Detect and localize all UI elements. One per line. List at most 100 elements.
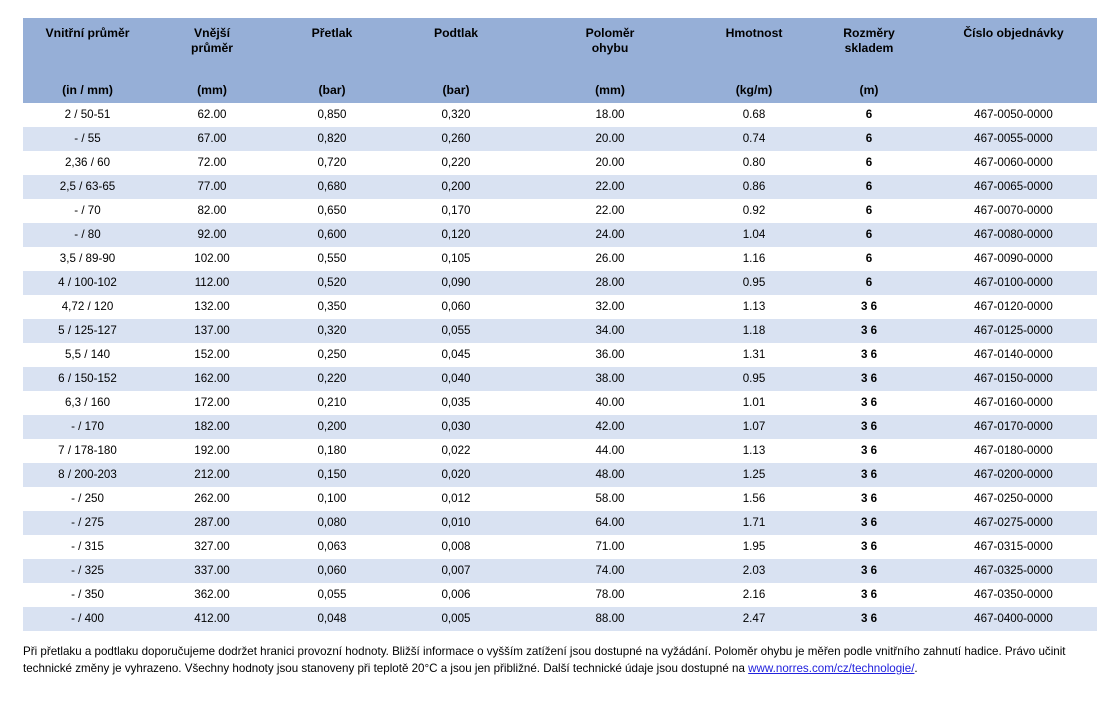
table-cell: 72.00 bbox=[197, 156, 227, 170]
table-cell: 0,180 bbox=[317, 444, 347, 458]
table-cell: 3 6 bbox=[808, 415, 930, 439]
column-title: Přetlak bbox=[311, 26, 353, 40]
column-unit: (in / mm) bbox=[62, 83, 113, 97]
table-cell: 88.00 bbox=[520, 607, 700, 631]
table-row: 3,5 / 89-90 102.00 0,550 0,105 26.00 1.16 6 467… bbox=[23, 247, 1097, 271]
table-cell: 1.95 bbox=[742, 540, 766, 554]
table-cell: 3 6 bbox=[808, 319, 930, 343]
table-row: 4 / 100-102 112.00 0,520 0,090 28.00 0.95 6 467… bbox=[23, 271, 1097, 295]
table-cell: 2.16 bbox=[742, 588, 766, 602]
table-cell: 362.00 bbox=[194, 588, 230, 602]
table-cell: 3 6 bbox=[808, 607, 930, 631]
footer-text: Při přetlaku a podtlaku doporučujeme dod… bbox=[23, 645, 1066, 676]
table-cell: - / 80 bbox=[23, 223, 152, 247]
table-cell: 8 / 200-203 bbox=[23, 463, 152, 487]
table-cell: 3 6 bbox=[808, 511, 930, 535]
table-cell: 6 bbox=[865, 156, 873, 170]
table-cell: 6 bbox=[865, 204, 873, 218]
footer-suffix: . bbox=[914, 662, 918, 676]
table-cell: 467-0250-0000 bbox=[974, 492, 1053, 506]
table-cell: 0.95 bbox=[700, 271, 808, 295]
table-row: - / 350 362.00 0,055 0,006 78.00 2.16 3 6 467-0… bbox=[23, 583, 1097, 607]
table-cell: 77.00 bbox=[152, 175, 272, 199]
table-cell: 22.00 bbox=[595, 204, 625, 218]
table-cell: 3 6 bbox=[808, 559, 930, 583]
table-cell: 0.86 bbox=[700, 175, 808, 199]
table-cell: 467-0050-0000 bbox=[974, 108, 1053, 122]
table-cell: 0,012 bbox=[441, 492, 471, 506]
table-cell: 71.00 bbox=[595, 540, 625, 554]
table-cell: 467-0060-0000 bbox=[974, 156, 1053, 170]
product-spec-table: Vnitřní průměr (in / mm) Vnější průměr (… bbox=[23, 18, 1097, 631]
column-unit: (kg/m) bbox=[735, 83, 773, 97]
technology-link[interactable]: www.norres.com/cz/technologie/ bbox=[748, 662, 915, 676]
column-title: Číslo objednávky bbox=[963, 26, 1064, 40]
table-cell: 467-0080-0000 bbox=[930, 223, 1097, 247]
table-cell: 44.00 bbox=[595, 444, 625, 458]
table-cell: 0,105 bbox=[441, 252, 471, 266]
table-cell: 0,035 bbox=[441, 396, 471, 410]
table-cell: 467-0150-0000 bbox=[930, 367, 1097, 391]
table-cell: 92.00 bbox=[152, 223, 272, 247]
table-cell: 5 / 125-127 bbox=[23, 319, 152, 343]
table-cell: 467-0350-0000 bbox=[974, 588, 1053, 602]
table-row: - / 315 327.00 0,063 0,008 71.00 1.95 3 6 467-0… bbox=[23, 535, 1097, 559]
table-cell: 467-0170-0000 bbox=[930, 415, 1097, 439]
table-cell: 467-0200-0000 bbox=[930, 463, 1097, 487]
table-row: 2,5 / 63-65 77.00 0,680 0,200 22.00 0.86 6 467-… bbox=[23, 175, 1097, 199]
table-cell: 0,680 bbox=[272, 175, 392, 199]
table-cell: 6 bbox=[808, 271, 930, 295]
table-header: Vnitřní průměr (in / mm) Vnější průměr (… bbox=[23, 18, 1097, 103]
table-cell: 48.00 bbox=[520, 463, 700, 487]
table-cell: 467-0400-0000 bbox=[930, 607, 1097, 631]
table-cell: 0,006 bbox=[441, 588, 471, 602]
table-cell: 182.00 bbox=[152, 415, 272, 439]
table-cell: 3 6 bbox=[860, 396, 878, 410]
table-cell: 1.01 bbox=[742, 396, 766, 410]
table-cell: 467-0120-0000 bbox=[974, 300, 1053, 314]
table-row: - / 325 337.00 0,060 0,007 74.00 2.03 3 6 467-0… bbox=[23, 559, 1097, 583]
table-cell: 192.00 bbox=[194, 444, 230, 458]
table-cell: 20.00 bbox=[520, 127, 700, 151]
table-row: 2,36 / 60 72.00 0,720 0,220 20.00 0.80 6 467-00… bbox=[23, 151, 1097, 175]
table-cell: 0,320 bbox=[441, 108, 471, 122]
table-cell: 467-0070-0000 bbox=[974, 204, 1053, 218]
table-cell: 0,320 bbox=[272, 319, 392, 343]
column-header-stock-sizes: Rozměry skladem (m) bbox=[808, 18, 930, 103]
table-cell: 0,150 bbox=[272, 463, 392, 487]
table-cell: 162.00 bbox=[152, 367, 272, 391]
table-cell: 0,060 bbox=[272, 559, 392, 583]
table-cell: 412.00 bbox=[152, 607, 272, 631]
table-row: 7 / 178-180 192.00 0,180 0,022 44.00 1.13 3 6 4… bbox=[23, 439, 1097, 463]
column-unit: (mm) bbox=[197, 83, 227, 97]
table-cell: 6 bbox=[808, 127, 930, 151]
table-cell: 6 bbox=[808, 223, 930, 247]
table-cell: 467-0275-0000 bbox=[930, 511, 1097, 535]
table-cell: - / 275 bbox=[23, 511, 152, 535]
table-cell: 467-0090-0000 bbox=[974, 252, 1053, 266]
table-cell: 327.00 bbox=[194, 540, 230, 554]
column-title: Vnitřní průměr bbox=[45, 26, 130, 40]
table-cell: 0,220 bbox=[441, 156, 471, 170]
table-cell: 3 6 bbox=[808, 367, 930, 391]
table-cell: 0,200 bbox=[272, 415, 392, 439]
table-cell: 26.00 bbox=[595, 252, 625, 266]
table-cell: - / 55 bbox=[23, 127, 152, 151]
table-cell: 32.00 bbox=[595, 300, 625, 314]
table-cell: 4,72 / 120 bbox=[61, 300, 114, 314]
table-cell: 2.03 bbox=[700, 559, 808, 583]
table-cell: 0,060 bbox=[441, 300, 471, 314]
table-row: 5,5 / 140 152.00 0,250 0,045 36.00 1.31 3 6 467… bbox=[23, 343, 1097, 367]
column-header-weight: Hmotnost (kg/m) bbox=[700, 18, 808, 103]
table-row: - / 55 67.00 0,820 0,260 20.00 0.74 6 467-0055-… bbox=[23, 127, 1097, 151]
table-cell: 212.00 bbox=[152, 463, 272, 487]
table-cell: 0.68 bbox=[742, 108, 766, 122]
column-header-order-number: Číslo objednávky bbox=[930, 18, 1097, 103]
table-cell: 3 6 bbox=[860, 348, 878, 362]
table-cell: 0,120 bbox=[392, 223, 520, 247]
table-cell: 262.00 bbox=[194, 492, 230, 506]
table-cell: - / 325 bbox=[23, 559, 152, 583]
table-cell: 1.71 bbox=[700, 511, 808, 535]
